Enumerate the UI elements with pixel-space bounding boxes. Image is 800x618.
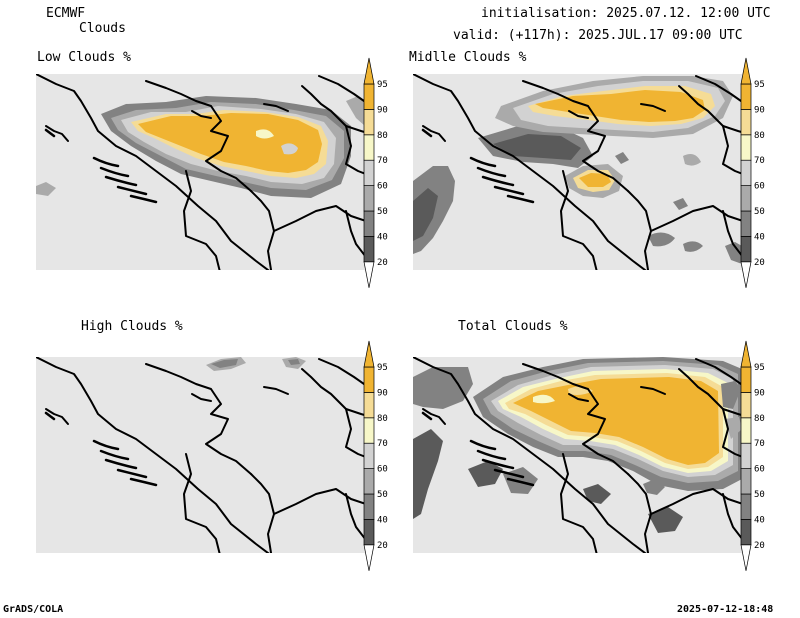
footer-timestamp: 2025-07-12-18:48 — [677, 604, 774, 615]
colorbar-total-segment-60 — [740, 442, 752, 469]
colorbar-total-label-20: 20 — [754, 541, 765, 551]
colorbar-low-label-90: 90 — [377, 105, 388, 115]
panel-title-high: High Clouds % — [81, 319, 183, 334]
colorbar-low-segment-50 — [363, 185, 375, 212]
map-low-clouds — [36, 74, 365, 270]
colorbar-mid-segment-above — [740, 57, 752, 85]
colorbar-low-segment-90 — [363, 83, 375, 110]
colorbar-high-segment-90 — [363, 366, 375, 393]
colorbar-high-label-60: 60 — [377, 465, 388, 475]
colorbar-mid-label-20: 20 — [754, 258, 765, 268]
colorbar-mid-label-80: 80 — [754, 131, 765, 141]
colorbar-high-label-70: 70 — [377, 439, 388, 449]
colorbar-total-label-90: 90 — [754, 388, 765, 398]
valid-time: valid: (+117h): 2025.JUL.17 09:00 UTC — [453, 28, 743, 43]
colorbar-mid-label-70: 70 — [754, 156, 765, 166]
colorbar-high-label-50: 50 — [377, 490, 388, 500]
map-total-clouds — [413, 357, 742, 553]
colorbar-mid-label-50: 50 — [754, 207, 765, 217]
colorbar-mid-segment-70 — [740, 134, 752, 161]
model-name: ECMWF — [46, 6, 86, 21]
colorbar-low: 20 40 50 60 70 80 90 95 — [363, 57, 388, 288]
colorbar-total-label-40: 40 — [754, 515, 765, 525]
colorbar-low-segment-70 — [363, 134, 375, 161]
colorbar-low-label-95: 95 — [377, 80, 388, 90]
panel-title-total: Total Clouds % — [458, 319, 568, 334]
colorbar-low-segment-below — [363, 261, 375, 288]
colorbar-mid-segment-40 — [740, 210, 752, 237]
colorbar-high: 20 40 50 60 70 80 90 95 — [363, 340, 388, 571]
colorbar-low-segment-80 — [363, 109, 375, 136]
colorbar-total-label-80: 80 — [754, 414, 765, 424]
colorbar-mid-segment-50 — [740, 185, 752, 212]
panel-title-low: Low Clouds % — [37, 50, 131, 65]
colorbar-high-label-90: 90 — [377, 388, 388, 398]
colorbar-high-segment-50 — [363, 468, 375, 495]
init-time: initialisation: 2025.07.12. 12:00 UTC — [481, 6, 771, 21]
colorbar-mid: 20 40 50 60 70 80 90 95 — [740, 57, 765, 288]
colorbar-mid-segment-60 — [740, 159, 752, 186]
colorbar-high-label-95: 95 — [377, 363, 388, 373]
colorbar-mid-segment-below — [740, 261, 752, 288]
colorbar-high-segment-below — [363, 544, 375, 571]
colorbar-low-segment-20 — [363, 236, 375, 263]
colorbar-low-label-20: 20 — [377, 258, 388, 268]
colorbar-high-segment-above — [363, 340, 375, 368]
colorbar-high-segment-40 — [363, 493, 375, 520]
colorbar-low-label-50: 50 — [377, 207, 388, 217]
map-middle-clouds — [413, 74, 742, 270]
colorbar-low-label-40: 40 — [377, 232, 388, 242]
colorbar-total-label-50: 50 — [754, 490, 765, 500]
colorbar-total-segment-50 — [740, 468, 752, 495]
map-high-clouds — [36, 357, 365, 553]
colorbar-total-label-70: 70 — [754, 439, 765, 449]
colorbar-high-segment-60 — [363, 442, 375, 469]
colorbar-total-segment-70 — [740, 417, 752, 444]
colorbar-total-segment-above — [740, 340, 752, 368]
colorbar-mid-label-40: 40 — [754, 232, 765, 242]
colorbar-low-segment-above — [363, 57, 375, 85]
colorbar-mid-label-60: 60 — [754, 182, 765, 192]
colorbar-total-segment-90 — [740, 366, 752, 393]
colorbar-total-segment-20 — [740, 519, 752, 546]
colorbar-mid-label-95: 95 — [754, 80, 765, 90]
colorbar-high-label-80: 80 — [377, 414, 388, 424]
colorbar-high-segment-20 — [363, 519, 375, 546]
colorbar-high-label-40: 40 — [377, 515, 388, 525]
colorbar-mid-segment-20 — [740, 236, 752, 263]
colorbar-total: 20 40 50 60 70 80 90 95 — [740, 340, 765, 571]
colorbar-total-segment-80 — [740, 392, 752, 419]
colorbar-high-segment-80 — [363, 392, 375, 419]
panel-title-mid: Midlle Clouds % — [409, 50, 527, 65]
product-name: Clouds — [79, 21, 126, 36]
colorbar-total-segment-40 — [740, 493, 752, 520]
footer-software: GrADS/COLA — [3, 604, 64, 615]
colorbar-low-label-60: 60 — [377, 182, 388, 192]
colorbar-low-segment-60 — [363, 159, 375, 186]
colorbar-total-segment-below — [740, 544, 752, 571]
colorbar-low-segment-40 — [363, 210, 375, 237]
colorbar-mid-segment-90 — [740, 83, 752, 110]
colorbar-high-segment-70 — [363, 417, 375, 444]
colorbar-total-label-95: 95 — [754, 363, 765, 373]
colorbar-mid-label-90: 90 — [754, 105, 765, 115]
colorbar-low-label-80: 80 — [377, 131, 388, 141]
colorbar-total-label-60: 60 — [754, 465, 765, 475]
colorbar-mid-segment-80 — [740, 109, 752, 136]
colorbar-high-label-20: 20 — [377, 541, 388, 551]
colorbar-low-label-70: 70 — [377, 156, 388, 166]
